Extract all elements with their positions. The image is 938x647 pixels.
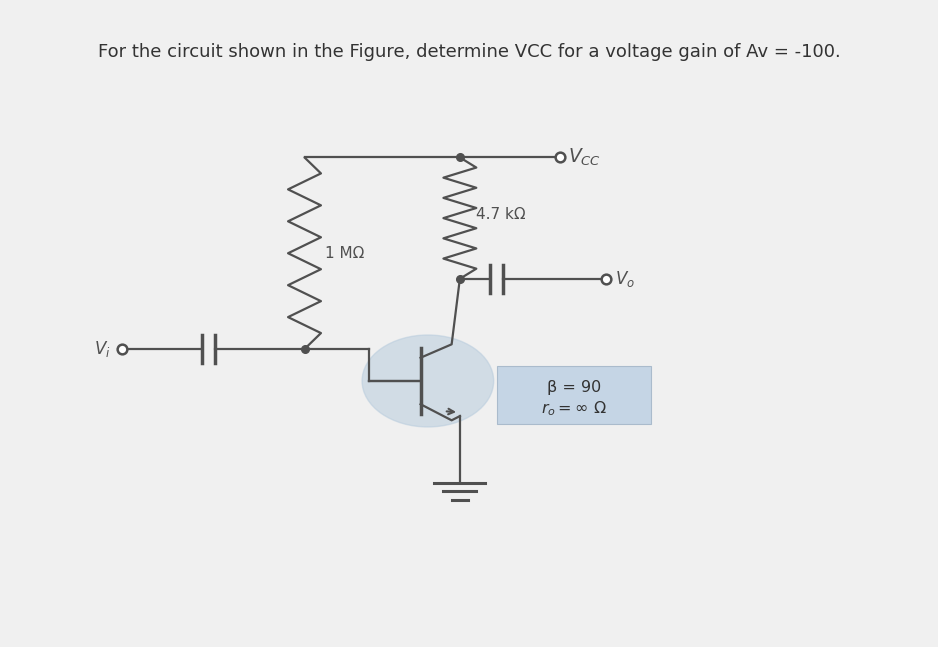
Text: $V_o$: $V_o$ (615, 269, 635, 289)
Text: For the circuit shown in the Figure, determine VCC for a voltage gain of Av = -1: For the circuit shown in the Figure, det… (98, 43, 840, 61)
Text: 1 MΩ: 1 MΩ (325, 246, 364, 261)
FancyBboxPatch shape (497, 366, 651, 424)
Text: 4.7 kΩ: 4.7 kΩ (477, 208, 526, 223)
Circle shape (362, 335, 493, 427)
Text: β = 90: β = 90 (547, 380, 601, 395)
Text: $r_o = \infty\ \Omega$: $r_o = \infty\ \Omega$ (541, 400, 607, 419)
Text: $V_{CC}$: $V_{CC}$ (567, 147, 601, 168)
Text: $V_i$: $V_i$ (94, 339, 111, 359)
